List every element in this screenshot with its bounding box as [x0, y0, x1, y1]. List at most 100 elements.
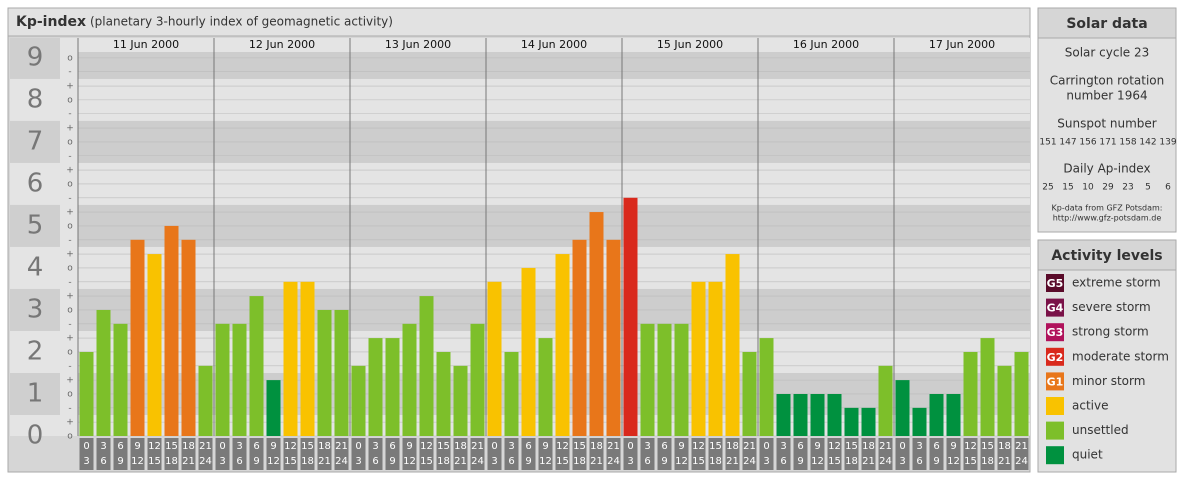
minor-tick-label: o: [67, 347, 73, 357]
legend-swatch: [1046, 347, 1064, 366]
interval-cell: [776, 438, 791, 470]
bar: [351, 365, 366, 436]
bar: [317, 309, 332, 436]
interval-to: 6: [780, 456, 786, 467]
legend-swatch: [1046, 421, 1064, 440]
legend-badge: G2: [1047, 351, 1064, 364]
interval-cell: [793, 438, 808, 470]
interval-from: 6: [389, 441, 395, 452]
interval-from: 0: [627, 441, 633, 452]
interval-cell: [674, 438, 689, 470]
interval-from: 12: [692, 441, 705, 452]
interval-from: 3: [508, 441, 514, 452]
bar: [742, 351, 757, 436]
minor-tick-label: +: [66, 166, 74, 176]
interval-cell: [725, 438, 740, 470]
y-tick-label: 5: [27, 210, 44, 240]
interval-cell: [198, 438, 213, 470]
interval-cell: [623, 438, 638, 470]
bar: [521, 267, 536, 436]
interval-cell: [963, 438, 978, 470]
minor-tick-label: -: [68, 319, 71, 329]
carrington: number 1964: [1066, 89, 1147, 103]
interval-to: 21: [318, 456, 331, 467]
legend-swatch: [1046, 323, 1064, 342]
ap-title: Daily Ap-index: [1063, 162, 1150, 176]
bar: [1014, 351, 1029, 436]
interval-from: 18: [182, 441, 195, 452]
band: [78, 414, 1030, 436]
interval-from: 15: [845, 441, 858, 452]
interval-from: 9: [406, 441, 412, 452]
interval-to: 9: [933, 456, 939, 467]
interval-from: 15: [165, 441, 178, 452]
interval-from: 18: [998, 441, 1011, 452]
bar: [385, 338, 400, 436]
bar: [436, 351, 451, 436]
sunspot-value: 156: [1079, 138, 1096, 148]
x-tick-label: 13 Jun 2000: [385, 38, 451, 51]
bar: [997, 365, 1012, 436]
minor-tick-label: -: [68, 193, 71, 203]
interval-from: 21: [607, 441, 620, 452]
legend-label: severe storm: [1072, 300, 1151, 314]
interval-cell: [113, 438, 128, 470]
sunspot-value: 147: [1059, 138, 1076, 148]
interval-to: 21: [998, 456, 1011, 467]
bar: [181, 239, 196, 436]
y-tick-label: 9: [27, 42, 44, 72]
interval-from: 0: [899, 441, 905, 452]
interval-from: 9: [678, 441, 684, 452]
interval-from: 15: [981, 441, 994, 452]
interval-cell: [266, 438, 281, 470]
legend-badge: G4: [1047, 302, 1064, 315]
interval-cell: [368, 438, 383, 470]
legend-label: strong storm: [1072, 325, 1149, 339]
chart-subtitle: (planetary 3-hourly index of geomagnetic…: [90, 15, 393, 29]
minor-tick-label: o: [67, 263, 73, 273]
solar-title-bar: [1037, 7, 1177, 39]
ap-value: 6: [1165, 183, 1171, 193]
legend-swatch: [1046, 372, 1064, 391]
interval-cell: [844, 438, 859, 470]
interval-to: 18: [437, 456, 450, 467]
bar: [861, 407, 876, 436]
interval-to: 21: [590, 456, 603, 467]
bar: [572, 239, 587, 436]
minor-tick-label: -: [68, 361, 71, 371]
bar: [912, 407, 927, 436]
interval-cell: [79, 438, 94, 470]
interval-cell: [895, 438, 910, 470]
minor-tick-label: -: [68, 109, 71, 119]
minor-tick-label: o: [67, 432, 73, 442]
solar-cycle: Solar cycle 23: [1065, 46, 1150, 60]
interval-from: 3: [100, 441, 106, 452]
bar: [470, 323, 485, 436]
interval-to: 12: [811, 456, 824, 467]
interval-to: 9: [661, 456, 667, 467]
ap-value: 23: [1122, 183, 1133, 193]
interval-to: 15: [692, 456, 705, 467]
bar: [96, 309, 111, 436]
interval-to: 21: [182, 456, 195, 467]
minor-tick-label: -: [68, 151, 71, 161]
interval-to: 9: [797, 456, 803, 467]
interval-from: 12: [420, 441, 433, 452]
interval-from: 21: [743, 441, 756, 452]
y-cell: [10, 162, 60, 205]
interval-to: 24: [199, 456, 212, 467]
interval-cell: [538, 438, 553, 470]
bar: [963, 351, 978, 436]
legend-swatch: [1046, 397, 1064, 415]
interval-cell: [453, 438, 468, 470]
bar: [657, 323, 672, 436]
interval-cell: [572, 438, 587, 470]
carrington: Carrington rotation: [1050, 74, 1164, 88]
interval-cell: [300, 438, 315, 470]
interval-to: 18: [709, 456, 722, 467]
interval-from: 18: [726, 441, 739, 452]
interval-from: 21: [471, 441, 484, 452]
interval-from: 18: [318, 441, 331, 452]
interval-to: 24: [607, 456, 620, 467]
